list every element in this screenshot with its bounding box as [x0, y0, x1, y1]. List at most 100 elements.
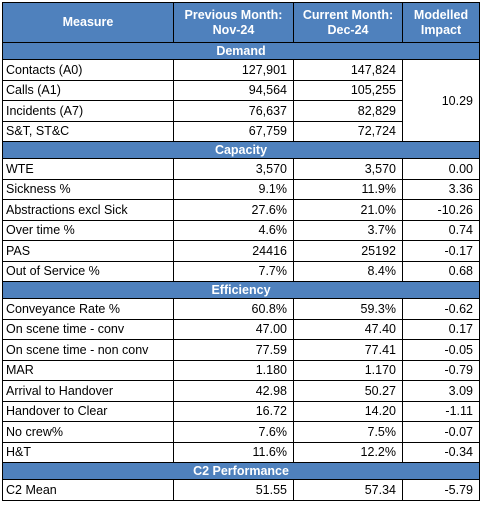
- row-modelled-impact: 3.09: [402, 380, 480, 402]
- row-previous-value: 127,901: [173, 59, 294, 81]
- row-previous-value: 11.6%: [173, 441, 294, 463]
- row-label: Over time %: [2, 219, 174, 241]
- row-previous-value: 4.6%: [173, 219, 294, 241]
- section-row-demand: Demand: [2, 42, 480, 60]
- row-current-value: 57.34: [293, 479, 403, 501]
- header-impact-line1: Modelled: [413, 7, 469, 22]
- section-title-efficiency: Efficiency: [2, 281, 480, 299]
- performance-table: Measure Previous Month: Nov-24 Current Mo…: [2, 2, 480, 501]
- row-current-value: 21.0%: [293, 199, 403, 221]
- row-label: Handover to Clear: [2, 400, 174, 422]
- row-previous-value: 1.180: [173, 359, 294, 381]
- section-row-efficiency: Efficiency: [2, 281, 480, 299]
- row-modelled-impact: 0.74: [402, 219, 480, 241]
- table-row: Arrival to Handover 42.98 50.27 3.09: [2, 380, 480, 402]
- row-current-value: 59.3%: [293, 298, 403, 320]
- row-current-value: 47.40: [293, 318, 403, 340]
- header-row: Measure Previous Month: Nov-24 Current Mo…: [2, 2, 480, 43]
- row-previous-value: 51.55: [173, 479, 294, 501]
- row-label: Arrival to Handover: [2, 380, 174, 402]
- table-row: Incidents (A7) 76,637 82,829: [2, 100, 480, 122]
- row-previous-value: 3,570: [173, 158, 294, 180]
- table-row: Abstractions excl Sick 27.6% 21.0% -10.26: [2, 199, 480, 221]
- row-current-value: 3,570: [293, 158, 403, 180]
- row-label: S&T, ST&C: [2, 120, 174, 142]
- row-label: On scene time - conv: [2, 318, 174, 340]
- header-previous-month: Previous Month: Nov-24: [173, 2, 294, 43]
- row-previous-value: 7.6%: [173, 421, 294, 443]
- header-curr-line2: Dec-24: [327, 22, 369, 37]
- row-label: WTE: [2, 158, 174, 180]
- row-modelled-impact: -5.79: [402, 479, 480, 501]
- header-current-month: Current Month: Dec-24: [293, 2, 403, 43]
- section-row-c2: C2 Performance: [2, 462, 480, 480]
- row-current-value: 72,724: [293, 120, 403, 142]
- section-title-demand: Demand: [2, 42, 480, 60]
- row-current-value: 82,829: [293, 100, 403, 122]
- row-modelled-impact: 0.00: [402, 158, 480, 180]
- table-row: Sickness % 9.1% 11.9% 3.36: [2, 178, 480, 200]
- demand-modelled-impact: 10.29: [402, 59, 480, 142]
- row-modelled-impact: 0.17: [402, 318, 480, 340]
- row-label: Conveyance Rate %: [2, 298, 174, 320]
- header-prev-line1: Previous Month:: [184, 7, 283, 22]
- header-modelled-impact: Modelled Impact: [402, 2, 480, 43]
- header-measure: Measure: [2, 2, 174, 43]
- table-row: No crew% 7.6% 7.5% -0.07: [2, 421, 480, 443]
- row-label: Calls (A1): [2, 79, 174, 101]
- table-row: WTE 3,570 3,570 0.00: [2, 158, 480, 180]
- row-label: Contacts (A0): [2, 59, 174, 81]
- row-current-value: 12.2%: [293, 441, 403, 463]
- row-previous-value: 67,759: [173, 120, 294, 142]
- row-modelled-impact: -0.79: [402, 359, 480, 381]
- section-row-capacity: Capacity: [2, 141, 480, 159]
- row-current-value: 50.27: [293, 380, 403, 402]
- row-modelled-impact: -0.05: [402, 339, 480, 361]
- row-label: H&T: [2, 441, 174, 463]
- section-title-c2: C2 Performance: [2, 462, 480, 480]
- table-header: Measure Previous Month: Nov-24 Current Mo…: [2, 2, 480, 43]
- row-current-value: 8.4%: [293, 260, 403, 282]
- row-label: Incidents (A7): [2, 100, 174, 122]
- row-current-value: 105,255: [293, 79, 403, 101]
- row-previous-value: 16.72: [173, 400, 294, 422]
- row-current-value: 11.9%: [293, 178, 403, 200]
- row-modelled-impact: -1.11: [402, 400, 480, 422]
- row-label: Sickness %: [2, 178, 174, 200]
- row-label: Abstractions excl Sick: [2, 199, 174, 221]
- row-previous-value: 27.6%: [173, 199, 294, 221]
- row-modelled-impact: 3.36: [402, 178, 480, 200]
- table-row: On scene time - conv 47.00 47.40 0.17: [2, 318, 480, 340]
- header-prev-line2: Nov-24: [212, 22, 255, 37]
- row-modelled-impact: -0.07: [402, 421, 480, 443]
- row-label: MAR: [2, 359, 174, 381]
- table-row: Conveyance Rate % 60.8% 59.3% -0.62: [2, 298, 480, 320]
- row-label: C2 Mean: [2, 479, 174, 501]
- row-current-value: 7.5%: [293, 421, 403, 443]
- row-modelled-impact: -0.62: [402, 298, 480, 320]
- table-row: Out of Service % 7.7% 8.4% 0.68: [2, 260, 480, 282]
- row-label: No crew%: [2, 421, 174, 443]
- row-current-value: 1.170: [293, 359, 403, 381]
- row-modelled-impact: -10.26: [402, 199, 480, 221]
- row-previous-value: 24416: [173, 240, 294, 262]
- row-modelled-impact: 0.68: [402, 260, 480, 282]
- header-impact-line2: Impact: [420, 22, 462, 37]
- row-label: Out of Service %: [2, 260, 174, 282]
- table-row: C2 Mean 51.55 57.34 -5.79: [2, 479, 480, 501]
- table-row: Handover to Clear 16.72 14.20 -1.11: [2, 400, 480, 422]
- row-previous-value: 42.98: [173, 380, 294, 402]
- row-previous-value: 94,564: [173, 79, 294, 101]
- row-previous-value: 60.8%: [173, 298, 294, 320]
- row-modelled-impact: -0.17: [402, 240, 480, 262]
- header-measure-label: Measure: [62, 15, 114, 29]
- table-body: Demand Contacts (A0) 127,901 147,824 10.…: [2, 42, 480, 501]
- table-row: Over time % 4.6% 3.7% 0.74: [2, 219, 480, 241]
- table-row: MAR 1.180 1.170 -0.79: [2, 359, 480, 381]
- row-label: On scene time - non conv: [2, 339, 174, 361]
- row-label: PAS: [2, 240, 174, 262]
- table-row: PAS 24416 25192 -0.17: [2, 240, 480, 262]
- section-title-capacity: Capacity: [2, 141, 480, 159]
- header-curr-line1: Current Month:: [302, 7, 394, 22]
- row-previous-value: 77.59: [173, 339, 294, 361]
